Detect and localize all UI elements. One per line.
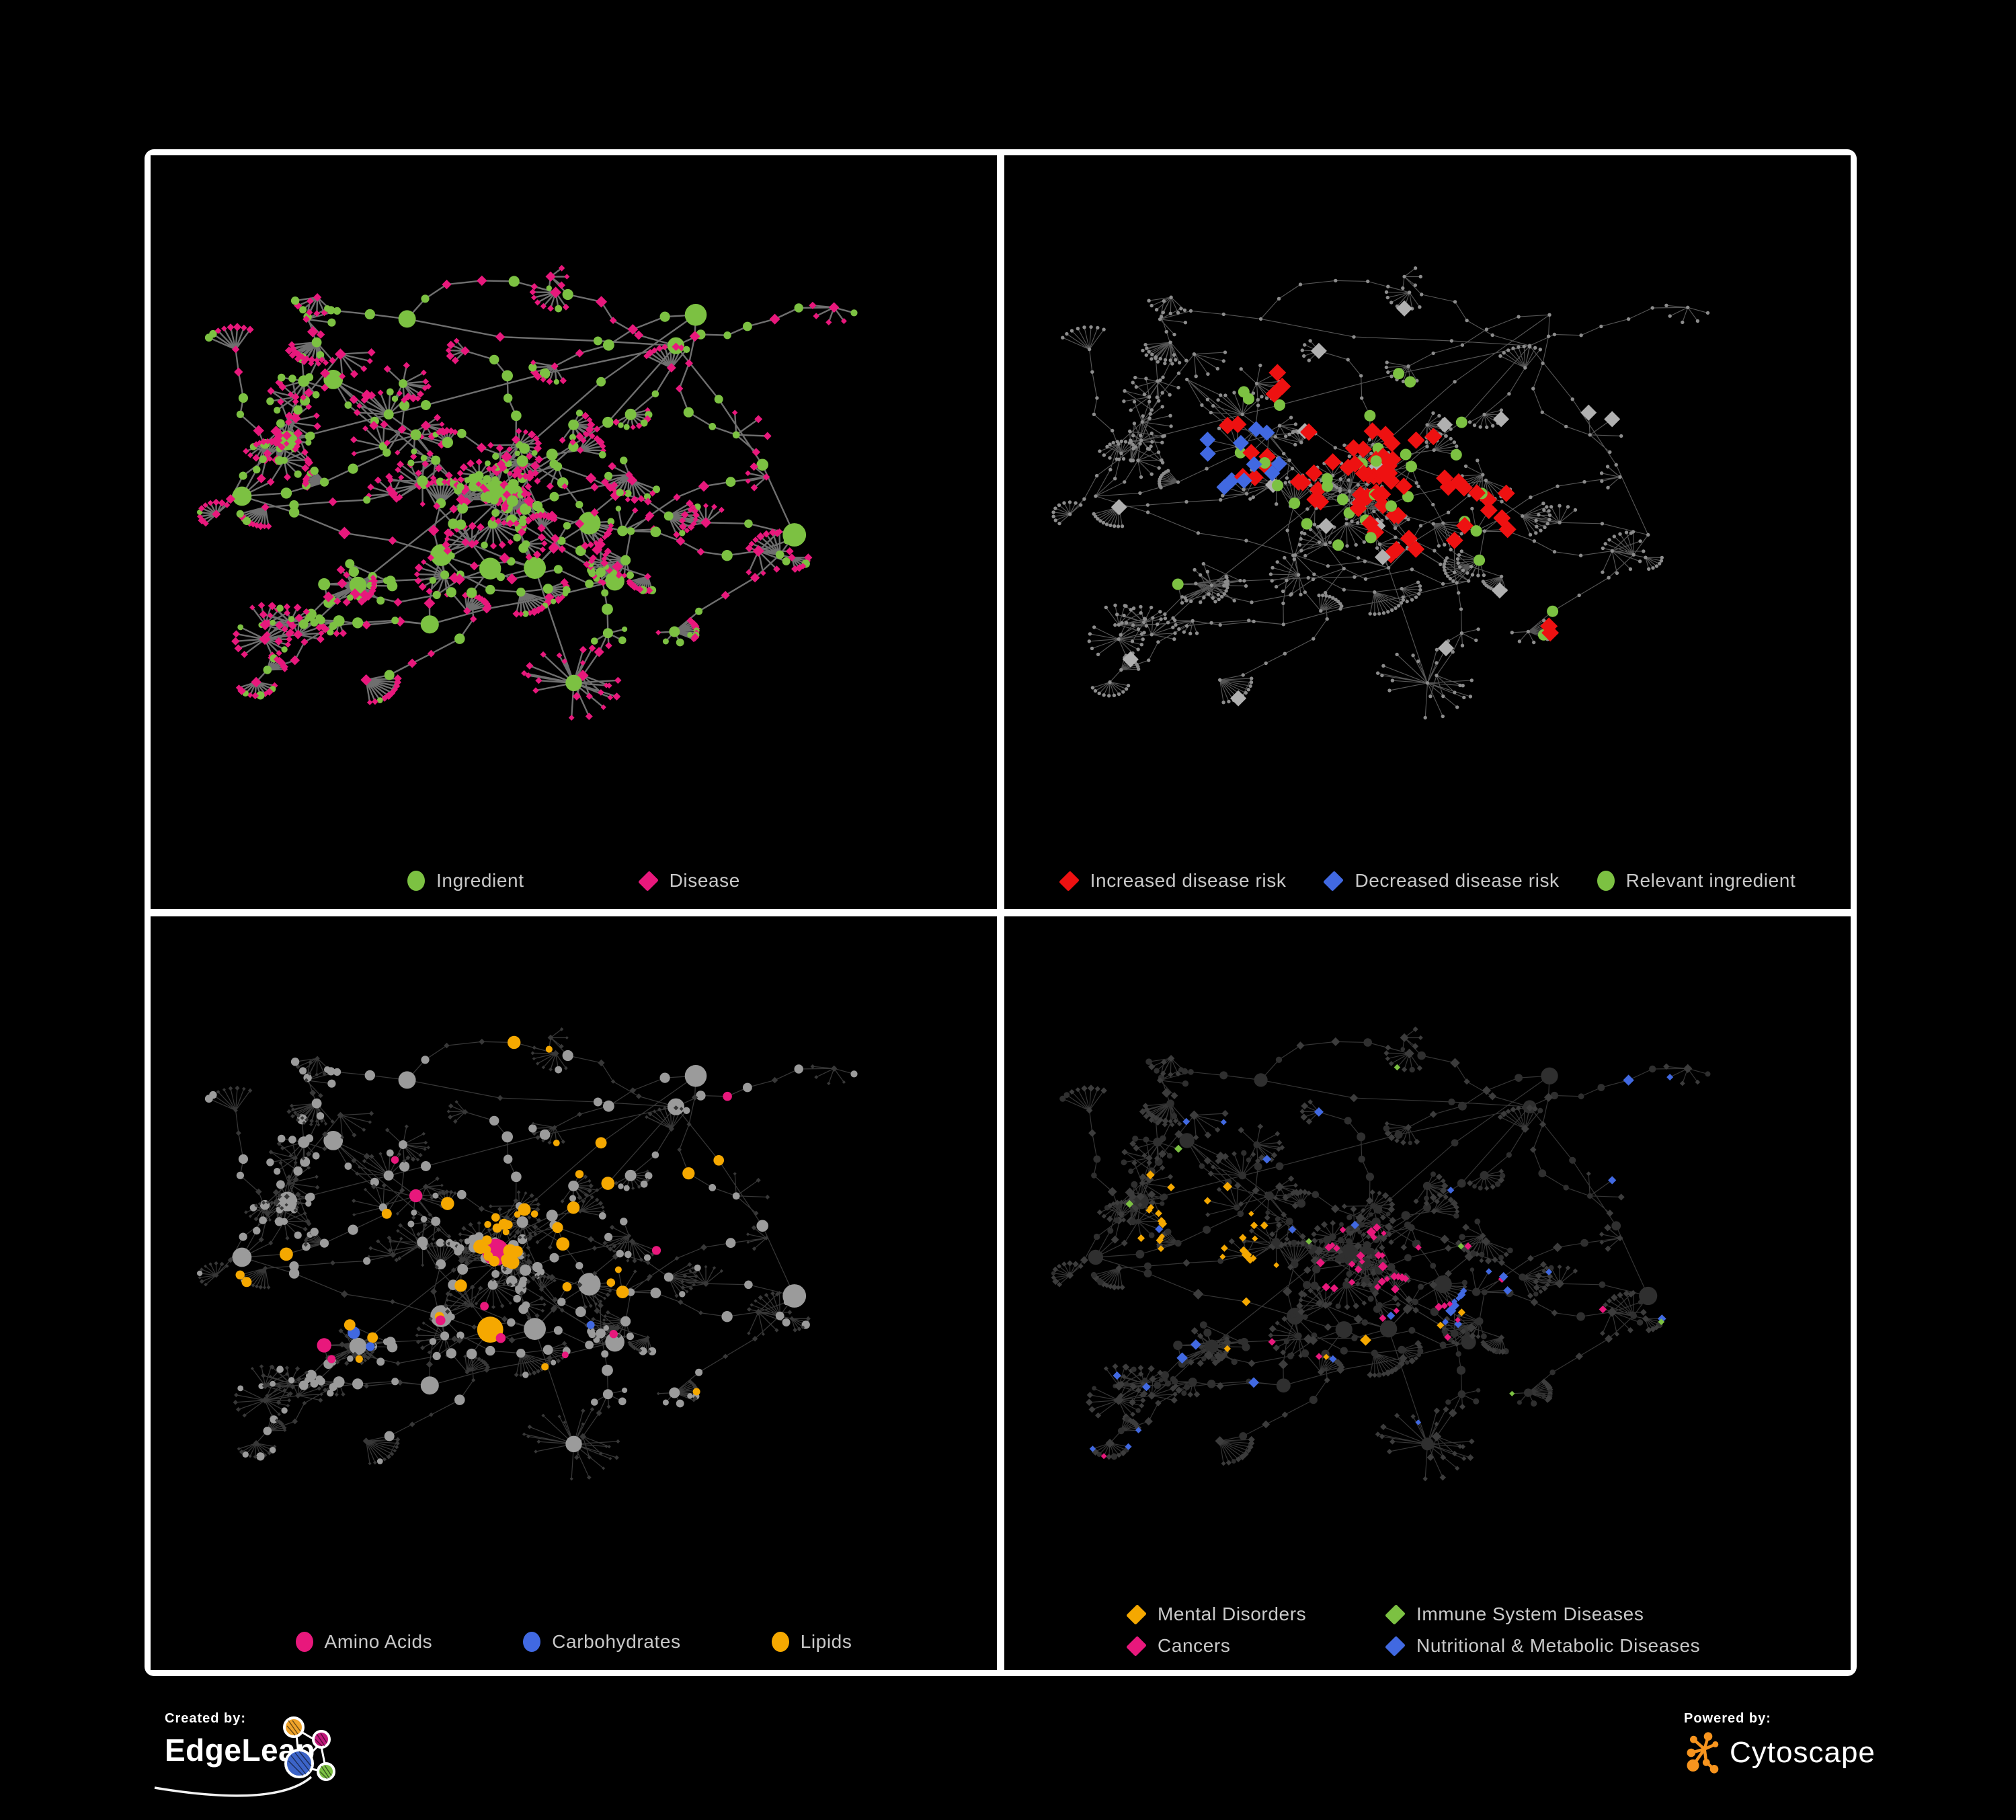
nutrient-class-graph: [197, 1027, 858, 1481]
legend-item: Relevant ingredient: [1597, 870, 1796, 892]
legend-disease-classes: Mental Disorders Immune System Diseases Ca…: [1004, 1604, 1851, 1657]
diamond-marker-icon: [1126, 1635, 1147, 1657]
legend-label: Disease: [669, 870, 740, 891]
created-by-block: Created by: EdgeLeap: [154, 1711, 474, 1819]
legend-label: Increased disease risk: [1090, 870, 1287, 891]
legend-item: Disease: [637, 870, 740, 892]
legend-nutrient-classes: Amino Acids Carbohydrates Lipids: [151, 1631, 997, 1653]
panel-ingredient-disease: Ingredient Disease: [151, 155, 997, 909]
legend-item: Increased disease risk: [1058, 870, 1287, 892]
legend-row: Cancers Nutritional & Metabolic Diseases: [1126, 1635, 1700, 1657]
diamond-marker-icon: [1058, 870, 1080, 892]
edgeleap-logo-icon: [154, 1716, 335, 1797]
legend-item: Cancers: [1126, 1635, 1385, 1657]
legend-item: Amino Acids: [295, 1631, 433, 1653]
disease-risk-graph: [1051, 266, 1710, 720]
panel-disease-classes: Mental Disorders Immune System Diseases Ca…: [1004, 916, 1851, 1670]
legend-item: Decreased disease risk: [1323, 870, 1560, 892]
diamond-marker-icon: [1385, 1604, 1406, 1625]
legend-item: Immune System Diseases: [1385, 1604, 1644, 1625]
legend-label: Ingredient: [436, 870, 524, 891]
circle-marker-icon: [407, 871, 426, 891]
legend-item: Carbohydrates: [523, 1631, 680, 1653]
ingredient-disease-graph: [197, 265, 858, 721]
legend-row: Mental Disorders Immune System Diseases: [1126, 1604, 1644, 1625]
legend-label: Mental Disorders: [1158, 1604, 1307, 1624]
circle-marker-icon: [523, 1632, 541, 1652]
legend-item: Lipids: [771, 1631, 852, 1653]
diamond-marker-icon: [1385, 1635, 1406, 1657]
diamond-marker-icon: [1126, 1604, 1147, 1625]
powered-by-block: Powered by: Cytoscape: [1684, 1711, 1966, 1805]
legend-ingredient-disease: Ingredient Disease: [151, 870, 997, 892]
panel-disease-risk: Increased disease risk Decreased disease …: [1004, 155, 1851, 909]
circle-marker-icon: [771, 1632, 789, 1652]
legend-item: Mental Disorders: [1126, 1604, 1385, 1625]
diamond-marker-icon: [637, 870, 659, 892]
panel-nutrient-classes: Amino Acids Carbohydrates Lipids: [151, 916, 997, 1670]
diamond-marker-icon: [1323, 870, 1344, 892]
created-by-label: Created by:: [165, 1711, 247, 1726]
cytoscape-wordmark: Cytoscape: [1730, 1736, 1876, 1769]
legend-label: Decreased disease risk: [1355, 870, 1560, 891]
legend-label: Immune System Diseases: [1416, 1604, 1644, 1624]
legend-label: Lipids: [800, 1631, 852, 1652]
legend-item: Nutritional & Metabolic Diseases: [1385, 1635, 1700, 1657]
cytoscape-icon: [1687, 1732, 1719, 1774]
circle-marker-icon: [1597, 871, 1615, 891]
powered-by-label: Powered by:: [1684, 1711, 1771, 1726]
legend-label: Amino Acids: [324, 1631, 433, 1652]
legend-label: Carbohydrates: [552, 1631, 681, 1652]
legend-disease-risk: Increased disease risk Decreased disease …: [1004, 870, 1851, 892]
network-board: Ingredient Disease Increased disease risk…: [145, 149, 1857, 1676]
circle-marker-icon: [295, 1632, 313, 1652]
legend-item: Ingredient: [407, 870, 524, 892]
legend-label: Relevant ingredient: [1625, 870, 1796, 891]
legend-label: Cancers: [1158, 1635, 1231, 1656]
legend-label: Nutritional & Metabolic Diseases: [1416, 1635, 1701, 1656]
disease-class-graph: [1051, 1026, 1711, 1482]
